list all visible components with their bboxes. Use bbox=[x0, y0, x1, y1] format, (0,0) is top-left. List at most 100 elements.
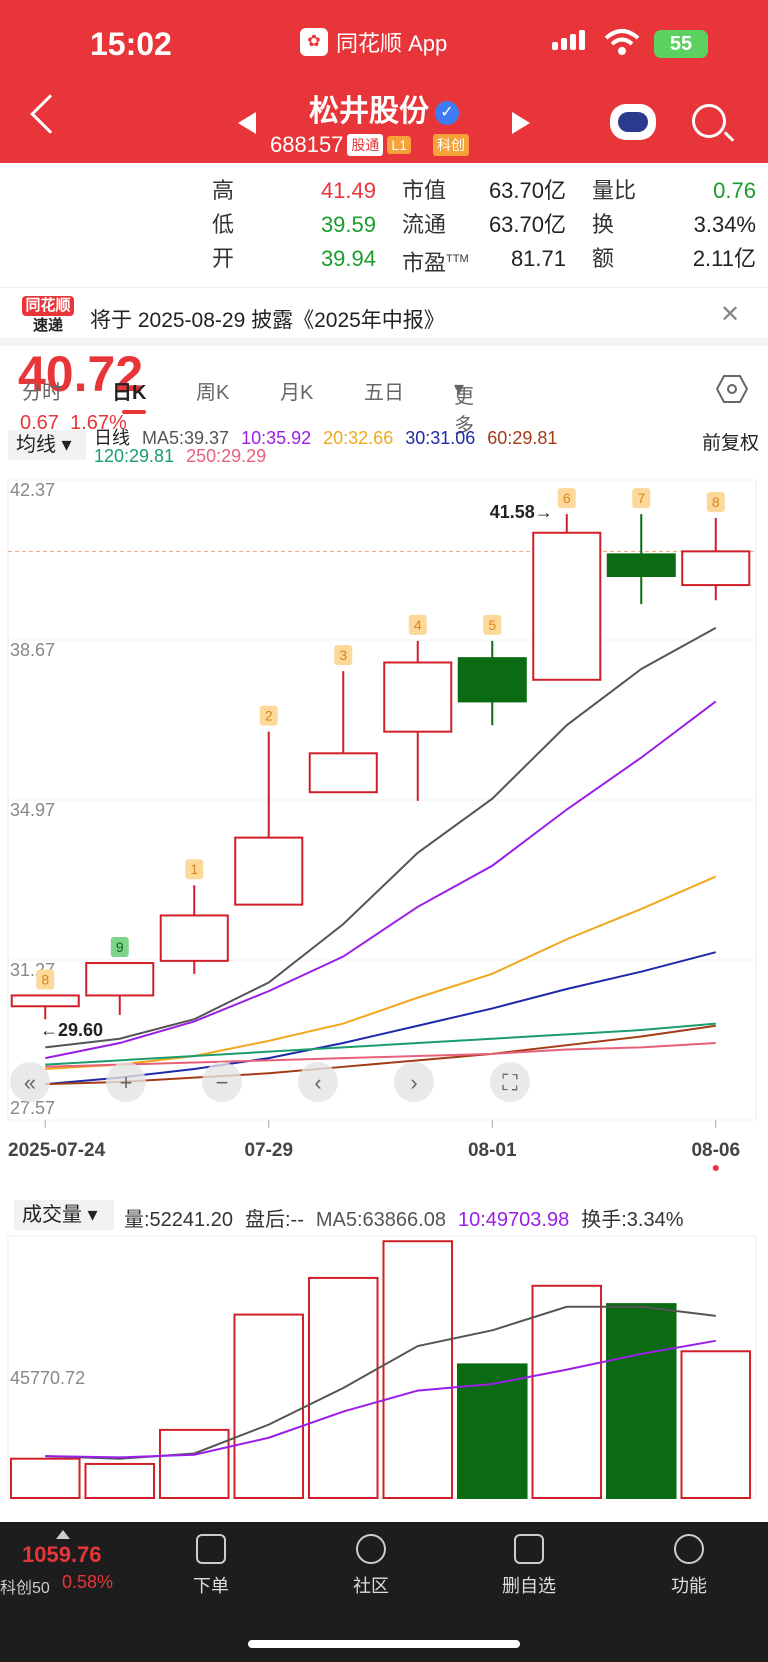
status-time: 15:02 bbox=[90, 26, 172, 62]
signal-tag bbox=[632, 488, 651, 509]
news-logo: 同花顺 速递 bbox=[22, 296, 74, 340]
nav-functions[interactable]: 功能 bbox=[644, 1534, 734, 1598]
signal-tag bbox=[706, 492, 725, 513]
x-tick-label: 08-01 bbox=[468, 1140, 517, 1161]
volume-bar bbox=[9, 1457, 81, 1499]
chart-control-icon: ⛶ bbox=[502, 1070, 518, 1095]
expand-up-icon[interactable] bbox=[56, 1530, 70, 1539]
chart-control-button[interactable] bbox=[106, 1062, 146, 1102]
quote-value: 63.70亿 bbox=[488, 212, 566, 237]
app-name: 同花顺 App bbox=[336, 31, 448, 56]
chart-control-icon: + bbox=[120, 1070, 133, 1095]
quote-value: 41.49 bbox=[320, 178, 376, 203]
adjust-mode[interactable]: 前复权 bbox=[702, 433, 760, 454]
candle-body bbox=[308, 752, 378, 794]
nav-community[interactable]: 社区 bbox=[326, 1534, 416, 1598]
volume-chart[interactable]: 45770.72 bbox=[0, 1232, 768, 1502]
change-value: 0.67 bbox=[20, 412, 59, 434]
volume-y-tick: 45770.72 bbox=[10, 1368, 85, 1388]
y-tick-label: 38.67 bbox=[10, 640, 55, 660]
tab-intraday[interactable]: 分时 bbox=[22, 382, 62, 404]
wifi-icon bbox=[604, 29, 640, 55]
ma-legend-item: 10:49703.98 bbox=[457, 1209, 570, 1231]
candle-body bbox=[606, 553, 676, 578]
quote-value: 0.76 bbox=[713, 178, 756, 203]
ma-line-20 bbox=[45, 875, 717, 1070]
candle-body bbox=[383, 661, 453, 733]
ma-legend-item: MA5:39.37 bbox=[142, 428, 230, 448]
community-icon bbox=[356, 1534, 386, 1564]
index-value[interactable]: 1059.76 bbox=[22, 1542, 102, 1567]
chart-control-icon: ‹ bbox=[314, 1070, 321, 1095]
ma-legend-item: 30:31.06 bbox=[405, 428, 476, 448]
signal-tag bbox=[185, 859, 204, 880]
signal-tag-label: 8 bbox=[41, 971, 49, 987]
signal-tag-label: 5 bbox=[488, 617, 496, 633]
stock-code-row: 688157 股通 L1 科创 bbox=[270, 132, 469, 158]
news-banner[interactable]: 同花顺 速递 将于 2025-08-29 披露《2025年中报》 ✕ bbox=[0, 288, 768, 346]
tab-weekly-k[interactable]: 周K bbox=[196, 382, 230, 404]
change-pct: 1.67% bbox=[70, 412, 127, 434]
x-tick-label: 07-29 bbox=[244, 1140, 293, 1161]
stock-name: 松井股份 bbox=[309, 95, 429, 128]
ma-legend-item: 10:35.92 bbox=[241, 428, 312, 448]
quote-label: 换 bbox=[592, 212, 615, 237]
quote-panel: 40.72 0.67 1.67% bbox=[0, 163, 768, 434]
volume-bar bbox=[158, 1428, 230, 1500]
ma-line-250 bbox=[45, 1042, 716, 1068]
stock-title: 松井股份 ✓ bbox=[0, 86, 768, 130]
search-icon[interactable] bbox=[692, 104, 726, 138]
prev-stock-icon[interactable] bbox=[238, 112, 256, 134]
quote-label: 量比 bbox=[592, 178, 637, 203]
home-indicator[interactable] bbox=[248, 1640, 520, 1648]
battery-icon: 55 bbox=[654, 30, 708, 58]
chart-control-button[interactable] bbox=[490, 1062, 530, 1102]
signal-tag bbox=[483, 614, 502, 635]
candle-body bbox=[85, 962, 155, 997]
close-icon[interactable]: ✕ bbox=[720, 301, 741, 328]
chart-control-button[interactable] bbox=[10, 1062, 50, 1102]
menu-icon bbox=[674, 1534, 704, 1564]
chart-control-button[interactable] bbox=[298, 1062, 338, 1102]
chart-control-button[interactable] bbox=[394, 1062, 434, 1102]
tab-five-day[interactable]: 五日 bbox=[364, 382, 404, 404]
quote-label: 市盈TTM bbox=[402, 250, 469, 276]
chart-control-icon: « bbox=[24, 1070, 36, 1095]
ma-line-120 bbox=[45, 1022, 716, 1066]
max-price-label: 41.58→ bbox=[490, 502, 553, 522]
tab-monthly-k[interactable]: 月K bbox=[280, 382, 314, 404]
bottom-bar: 1059.76 科创50 0.58% 下单 社区 删自选 功能 bbox=[0, 1522, 768, 1662]
volume-frame bbox=[7, 1235, 757, 1499]
tag-level: L1 bbox=[387, 136, 411, 154]
next-stock-icon[interactable] bbox=[512, 112, 530, 134]
period-tabs: 分时 日K 周K 月K 五日 更多 ▾ bbox=[0, 372, 768, 437]
chart-control-button[interactable] bbox=[202, 1062, 242, 1102]
chart-control-icon: › bbox=[410, 1070, 417, 1095]
signal-tag bbox=[334, 645, 353, 666]
candle-body bbox=[532, 531, 602, 681]
tag-star-market: 科创 bbox=[433, 134, 469, 156]
tab-daily-k[interactable]: 日K bbox=[112, 376, 147, 414]
stock-code: 688157 bbox=[270, 132, 344, 157]
ma-line-30 bbox=[45, 951, 717, 1086]
x-tick-label: 08-06 bbox=[691, 1140, 740, 1161]
signal-tag-label: 7 bbox=[637, 490, 645, 506]
nav-remove-watchlist[interactable]: 删自选 bbox=[484, 1534, 574, 1598]
ma-line-MA5 bbox=[45, 627, 717, 1049]
x-tick-label: 2025-07-24 bbox=[8, 1140, 106, 1161]
ma-legend-item: 250:29.29 bbox=[186, 446, 267, 466]
settings-hex-icon[interactable] bbox=[716, 374, 748, 404]
assistant-robot-icon[interactable] bbox=[610, 104, 656, 140]
signal-tag-label: 2 bbox=[265, 708, 273, 724]
tab-more[interactable]: 更多 ▾ bbox=[454, 378, 474, 437]
volume-bar bbox=[84, 1462, 156, 1500]
volume-legend: 量:52241.20 盘后:-- MA5:63866.08 10:49703.98 换手… bbox=[124, 1203, 695, 1232]
nav-order[interactable]: 下单 bbox=[166, 1534, 256, 1598]
app-indicator[interactable]: ✿ 同花顺 App bbox=[300, 26, 447, 58]
ma-select[interactable]: 均线 ▾ bbox=[8, 430, 86, 460]
volume-select[interactable]: 成交量 ▾ bbox=[14, 1200, 114, 1230]
candle-body bbox=[234, 836, 304, 906]
app-logo-icon: ✿ bbox=[300, 28, 328, 56]
y-tick-label: 42.37 bbox=[10, 480, 55, 500]
